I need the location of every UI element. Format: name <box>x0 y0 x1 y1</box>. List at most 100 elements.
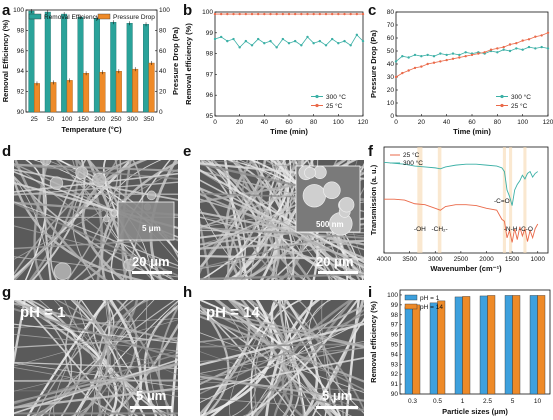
chart-b-point-1 <box>226 12 229 16</box>
sem-fiber <box>265 300 321 416</box>
chart-c-xlabel: Time (min) <box>453 127 491 136</box>
chart-c-xtick-label: 120 <box>543 119 553 126</box>
chart-c-point-1 <box>546 31 550 34</box>
chart-i-ytick-label: 94 <box>391 351 399 358</box>
chart-b-point-0 <box>275 46 278 49</box>
sem-fiber <box>14 350 178 392</box>
sem-fiber <box>200 254 364 261</box>
sem-fiber <box>72 160 122 280</box>
chart-c-legend-1-marker <box>500 103 504 108</box>
sem-bead <box>103 215 110 223</box>
chart-i-ytick-label: 97 <box>391 322 399 329</box>
chart-a-ytick-label: 96 <box>17 48 25 55</box>
chart-b-point-1 <box>343 12 346 16</box>
chart-f-xtick-label: 4000 <box>377 256 392 263</box>
sem-fiber <box>200 169 364 264</box>
chart-b-ytick-label: 97 <box>206 71 214 78</box>
chart-b-point-1 <box>306 12 309 16</box>
sem-fiber <box>214 300 293 416</box>
chart-b-point-0 <box>263 42 266 45</box>
chart-b-point-1 <box>349 12 352 16</box>
chart-b-point-0 <box>287 42 291 45</box>
chart-a-frame <box>25 9 158 113</box>
sem-fiber <box>277 300 327 416</box>
chart-c-point-0 <box>521 48 524 51</box>
chart-c-point-1 <box>527 38 531 41</box>
chart-a-ytick-right-label: 100 <box>159 7 170 14</box>
chart-i-bar-1 <box>437 300 446 395</box>
sem-fiber <box>200 224 364 275</box>
sem-fiber <box>200 320 364 403</box>
sem-fiber <box>14 175 145 280</box>
fiber-texture-e <box>200 160 364 280</box>
chart-i-removal-vs-particle: 90 91 92 93 94 95 96 97 98 99 100 0.3 0.5 1 2.5 5 10 pH =… <box>369 289 551 416</box>
chart-b-point-1 <box>287 12 291 16</box>
chart-c-point-1 <box>420 65 423 68</box>
sem-particle <box>323 181 341 200</box>
chart-b-ytick-label: 100 <box>202 9 213 16</box>
chart-b-efficiency-over-time: 0 20 40 60 80 100 120 95 96 97 98 99 100 300 °C25 °C T… <box>184 9 368 136</box>
chart-c-point-1 <box>502 45 505 49</box>
sem-fiber <box>211 160 267 280</box>
scale-bar-g <box>130 406 172 409</box>
chart-c-point-1 <box>483 51 486 54</box>
sem-fiber <box>281 300 353 416</box>
inset-scale-label-e: 500 nm <box>316 220 344 229</box>
chart-a-ytick-label: 92 <box>17 89 25 96</box>
sem-fiber <box>271 300 364 412</box>
chart-c-point-1 <box>458 56 461 59</box>
chart-b-xtick-label: 60 <box>285 119 293 126</box>
sem-fiber <box>200 304 295 416</box>
chart-a-removal-vs-temperature: 90 92 94 96 98 100 0 20 40 60 80 100 25 50 100 150 200 25… <box>1 7 180 134</box>
chart-i-bar-1 <box>412 304 421 395</box>
chart-f-band-c-o <box>523 147 527 253</box>
sem-fiber <box>200 347 364 363</box>
chart-b-point-0 <box>330 37 334 41</box>
chart-i-xtick-label: 10 <box>534 398 542 405</box>
chart-c-point-0 <box>394 60 398 63</box>
chart-i-xtick-label: 1 <box>461 398 465 405</box>
chart-i-bar-1 <box>462 296 471 395</box>
chart-b-ytick-label: 96 <box>206 92 214 99</box>
chart-i-ytick-label: 91 <box>391 381 399 388</box>
chart-f-annotation: -C-O <box>519 226 533 233</box>
chart-a-ytick-label: 100 <box>13 7 24 14</box>
sem-fiber <box>26 300 108 416</box>
chart-a-bar-efficiency <box>77 16 84 113</box>
chart-b-point-1 <box>256 12 260 16</box>
chart-f-frame <box>383 146 549 254</box>
chart-i-bar-0 <box>504 295 513 395</box>
chart-b-ytick-label: 98 <box>206 51 214 58</box>
chart-b-point-1 <box>361 12 365 16</box>
chart-c-point-1 <box>521 39 524 42</box>
sem-particle <box>304 166 316 179</box>
sem-particle <box>339 197 355 213</box>
chart-c-ytick-label: 80 <box>387 9 395 16</box>
chart-a-bar-pressure <box>148 62 155 113</box>
sem-fiber <box>14 160 118 280</box>
chart-b-point-1 <box>318 12 322 16</box>
chart-a-bar-efficiency <box>44 11 51 113</box>
chart-b-point-1 <box>250 12 254 16</box>
chart-f-xtick-label: 2500 <box>454 256 469 263</box>
chart-c-point-0 <box>420 55 423 58</box>
chart-b-point-1 <box>300 12 303 16</box>
sem-fiber <box>200 186 242 280</box>
sem-fiber <box>200 239 364 250</box>
chart-b-point-0 <box>337 42 340 45</box>
sem-bead <box>40 160 52 166</box>
chart-a-xtick-label: 25 <box>31 116 39 123</box>
chart-b-point-0 <box>244 39 248 43</box>
chart-a-xtick-label: 150 <box>78 116 89 123</box>
sem-bead <box>75 166 89 180</box>
chart-b-point-0 <box>343 39 346 43</box>
chart-c-legend-1-label: 25 °C <box>511 102 528 110</box>
sem-bead <box>53 262 72 280</box>
panel-letter-e: e <box>183 143 192 160</box>
sem-fiber <box>14 163 178 172</box>
sem-image-h: pH = 14 5 μm <box>200 300 364 416</box>
sem-fiber <box>14 387 178 409</box>
sem-fiber <box>91 300 146 416</box>
chart-b-xtick-label: 100 <box>333 119 344 126</box>
chart-b-legend-0-marker <box>315 94 319 99</box>
